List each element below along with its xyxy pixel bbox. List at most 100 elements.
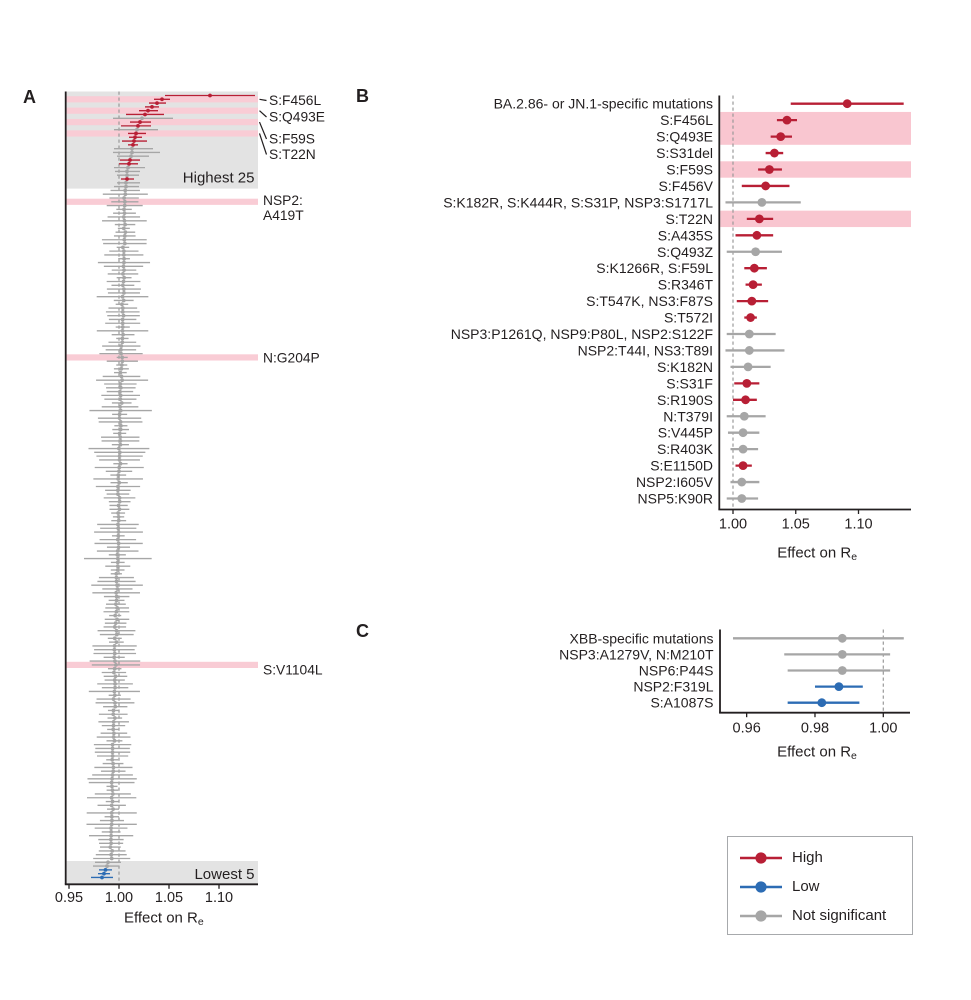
forest-row: [101, 435, 140, 440]
forest-row: [95, 484, 141, 489]
forest-row: [114, 127, 158, 132]
forest-row: [787, 666, 891, 675]
row-label: S:T547K, NS3:F87S: [586, 293, 713, 309]
x-axis-tick-label: 0.95: [55, 890, 83, 906]
forest-row: [114, 423, 128, 428]
forest-row: [126, 112, 164, 117]
forest-row: [103, 655, 125, 660]
row-label: NSP6:P44S: [639, 663, 714, 679]
effect-point: [123, 222, 127, 227]
forest-row: [99, 845, 121, 850]
effect-point: [112, 670, 116, 675]
x-axis-title: Effect on Re: [124, 910, 204, 929]
forest-row: [98, 719, 129, 724]
row-label: NSP2:I605V: [636, 474, 714, 490]
effect-point: [117, 495, 122, 500]
forest-row: [105, 321, 141, 326]
forest-row: [98, 837, 124, 842]
forest-row: [93, 856, 131, 861]
forest-row: [113, 431, 127, 436]
forest-row: [98, 849, 126, 853]
effect-point: [128, 158, 132, 162]
forest-row: [725, 198, 801, 207]
forest-row: [103, 704, 128, 709]
forest-row: [122, 139, 147, 143]
effect-point: [117, 454, 122, 459]
rank-region: [66, 861, 258, 885]
x-axis-tick-label: 0.98: [801, 721, 829, 737]
forest-row: [96, 454, 143, 459]
effect-point: [111, 727, 116, 732]
effect-point: [120, 294, 125, 299]
forest-row: [89, 408, 152, 413]
effect-point: [109, 856, 114, 861]
effect-point: [112, 655, 117, 660]
legend-label-low: Low: [792, 878, 820, 895]
forest-row: [109, 249, 139, 254]
forest-row: [784, 650, 891, 659]
forest-row: [735, 461, 752, 470]
effect-point: [834, 682, 844, 691]
forest-row: [103, 495, 136, 500]
effect-point: [122, 207, 126, 212]
effect-point: [121, 287, 126, 291]
forest-row: [106, 385, 136, 390]
forest-row: [116, 363, 128, 367]
panel-a-letter: A: [23, 87, 36, 107]
forest-row: [145, 104, 159, 109]
forest-row: [96, 735, 131, 739]
effect-point: [749, 263, 759, 273]
forest-row: [149, 101, 166, 105]
effect-point: [111, 761, 115, 766]
highlight-band: [66, 107, 258, 114]
row-label: NSP5:K90R: [638, 491, 713, 507]
effect-point: [754, 214, 764, 224]
x-axis-tick-label: 1.00: [719, 517, 747, 533]
effect-point: [112, 636, 117, 641]
forest-row: [130, 120, 151, 124]
effect-point: [126, 165, 130, 170]
effect-point: [118, 370, 123, 375]
effect-point: [122, 234, 127, 238]
effect-point: [116, 476, 121, 481]
forest-row: [99, 841, 124, 846]
effect-point: [121, 279, 126, 284]
callout-connector: [259, 110, 267, 118]
forest-row: [105, 469, 133, 474]
effect-point: [113, 659, 117, 664]
forest-row: [730, 444, 759, 454]
effect-point: [110, 788, 115, 793]
effect-point: [114, 640, 119, 645]
effect-point: [111, 697, 116, 701]
forest-row: [111, 533, 125, 538]
effect-point: [764, 165, 774, 174]
effect-point: [121, 298, 126, 303]
forest-row: [727, 428, 760, 438]
forest-row: [111, 199, 139, 204]
forest-row: [107, 727, 120, 732]
forest-row: [744, 313, 757, 322]
effect-point: [115, 560, 120, 565]
forest-row: [116, 275, 132, 280]
effect-point: [120, 321, 125, 326]
callout-connector: [258, 121, 268, 140]
effect-point: [105, 864, 109, 868]
row-label: S:R190S: [657, 392, 713, 408]
forest-row: [113, 234, 136, 238]
forest-row: [111, 442, 129, 447]
effect-point: [115, 606, 120, 610]
row-label: S:T572I: [664, 310, 713, 326]
row-label: S:A435S: [658, 227, 713, 243]
forest-row: [97, 681, 133, 686]
effect-point: [110, 799, 115, 804]
effect-point: [118, 439, 123, 443]
forest-row: [108, 693, 121, 698]
effect-point: [116, 492, 120, 496]
effect-point: [109, 811, 114, 815]
effect-point: [113, 700, 117, 705]
effect-point: [123, 188, 128, 193]
highlight-band: [720, 161, 911, 178]
low-marker-icon: [740, 880, 782, 893]
forest-row: [165, 93, 255, 98]
